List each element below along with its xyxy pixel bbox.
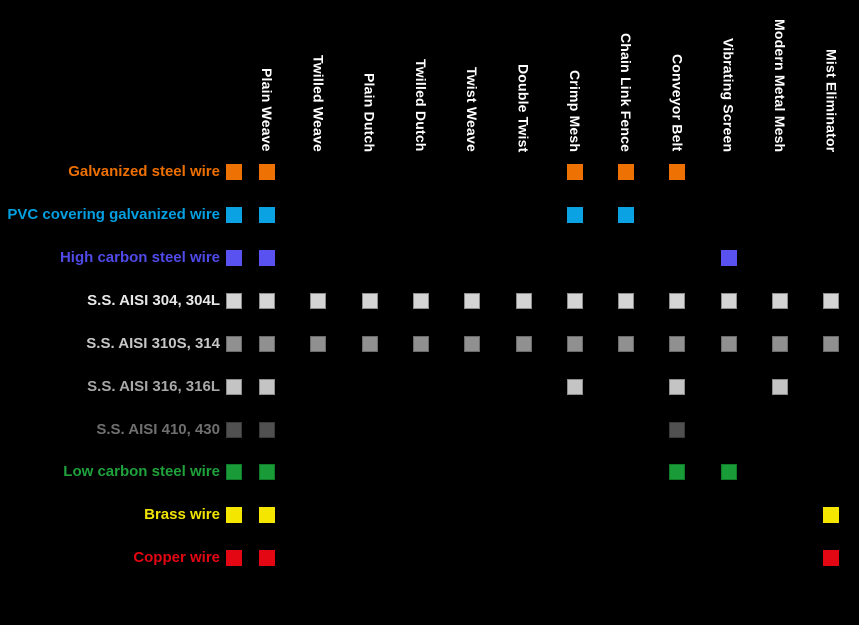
- matrix-cell: [515, 292, 532, 309]
- matrix-cell: [310, 292, 327, 309]
- matrix-cell: [618, 335, 635, 352]
- column-header: Plain Weave: [257, 0, 277, 152]
- matrix-cell: [669, 421, 686, 438]
- matrix-cell: [464, 335, 481, 352]
- matrix-cell: [823, 292, 840, 309]
- column-header: Mist Eliminator: [821, 0, 841, 152]
- matrix-cell: [259, 378, 275, 395]
- column-header: Vibrating Screen: [719, 0, 739, 152]
- row-label: PVC covering galvanized wire: [7, 205, 220, 223]
- column-header-label: Twist Weave: [464, 67, 481, 152]
- matrix-cell: [669, 164, 686, 180]
- column-header: Twist Weave: [462, 0, 482, 152]
- matrix-cell: [772, 378, 788, 395]
- matrix-cell: [515, 335, 532, 352]
- legend-swatch: [225, 249, 242, 266]
- legend-swatch: [225, 206, 242, 223]
- column-header: Double Twist: [514, 0, 534, 152]
- column-header-label: Modern Metal Mesh: [772, 18, 788, 152]
- row-label: S.S. AISI 310S, 314: [86, 334, 220, 352]
- matrix-cell: [259, 464, 275, 481]
- matrix-cell: [259, 292, 275, 309]
- matrix-cell: [566, 292, 583, 309]
- row-label: Brass wire: [144, 506, 220, 524]
- column-header-label: Twilled Weave: [310, 54, 327, 152]
- legend-swatch: [225, 550, 242, 567]
- row-label: Copper wire: [133, 549, 220, 567]
- matrix-cell: [772, 292, 788, 309]
- row-label: S.S. AISI 304, 304L: [87, 291, 220, 309]
- column-header: Crimp Mesh: [565, 0, 585, 152]
- legend-swatch: [225, 421, 242, 438]
- matrix-cell: [259, 249, 275, 266]
- matrix-cell: [669, 378, 686, 395]
- matrix-cell: [823, 550, 840, 567]
- column-header: Twilled Dutch: [411, 0, 431, 152]
- matrix-cell: [566, 335, 583, 352]
- column-header-label: Twilled Dutch: [412, 59, 429, 152]
- column-header-label: Double Twist: [515, 63, 532, 152]
- matrix-cell: [259, 206, 275, 223]
- matrix-cell: [618, 164, 635, 180]
- matrix-cell: [720, 292, 737, 309]
- column-header-label: Chain Link Fence: [618, 32, 635, 152]
- legend-swatch: [225, 335, 242, 352]
- row-label: Galvanized steel wire: [68, 163, 220, 180]
- column-header-label: Plain Weave: [259, 68, 275, 152]
- row-label: High carbon steel wire: [59, 248, 220, 266]
- legend-swatch: [225, 164, 242, 180]
- matrix-cell: [259, 164, 275, 180]
- legend-swatch: [225, 464, 242, 481]
- column-header-label: Mist Eliminator: [823, 48, 840, 152]
- column-header-label: Vibrating Screen: [720, 37, 737, 152]
- column-header: Modern Metal Mesh: [770, 0, 790, 152]
- matrix-cell: [566, 206, 583, 223]
- column-header: Plain Dutch: [360, 0, 380, 152]
- matrix-cell: [412, 292, 429, 309]
- matrix-cell: [669, 335, 686, 352]
- column-header: Conveyor Belt: [667, 0, 687, 152]
- matrix-cell: [823, 335, 840, 352]
- matrix-cell: [720, 464, 737, 481]
- matrix-cell: [259, 335, 275, 352]
- matrix-cell: [259, 550, 275, 567]
- row-label: S.S. AISI 316, 316L: [87, 377, 220, 395]
- matrix-cell: [669, 292, 686, 309]
- column-header: Twilled Weave: [308, 0, 328, 152]
- row-label: S.S. AISI 410, 430: [96, 420, 220, 438]
- matrix-cell: [361, 292, 378, 309]
- matrix-cell: [720, 335, 737, 352]
- matrix-cell: [464, 292, 481, 309]
- column-header-label: Plain Dutch: [361, 72, 378, 152]
- matrix-cell: [823, 507, 840, 524]
- legend-swatch: [225, 507, 242, 524]
- matrix-cell: [259, 507, 275, 524]
- matrix-cell: [310, 335, 327, 352]
- matrix-cell: [772, 335, 788, 352]
- column-header: Chain Link Fence: [616, 0, 636, 152]
- legend-swatch: [225, 292, 242, 309]
- column-header-label: Crimp Mesh: [566, 69, 583, 152]
- matrix-cell: [669, 464, 686, 481]
- matrix-cell: [566, 378, 583, 395]
- matrix-cell: [259, 421, 275, 438]
- matrix-cell: [618, 292, 635, 309]
- matrix-cell: [618, 206, 635, 223]
- matrix-cell: [412, 335, 429, 352]
- matrix-cell: [720, 249, 737, 266]
- column-header-label: Conveyor Belt: [669, 54, 686, 152]
- matrix-cell: [566, 164, 583, 180]
- row-label: Low carbon steel wire: [63, 463, 220, 481]
- legend-swatch: [225, 378, 242, 395]
- matrix-cell: [361, 335, 378, 352]
